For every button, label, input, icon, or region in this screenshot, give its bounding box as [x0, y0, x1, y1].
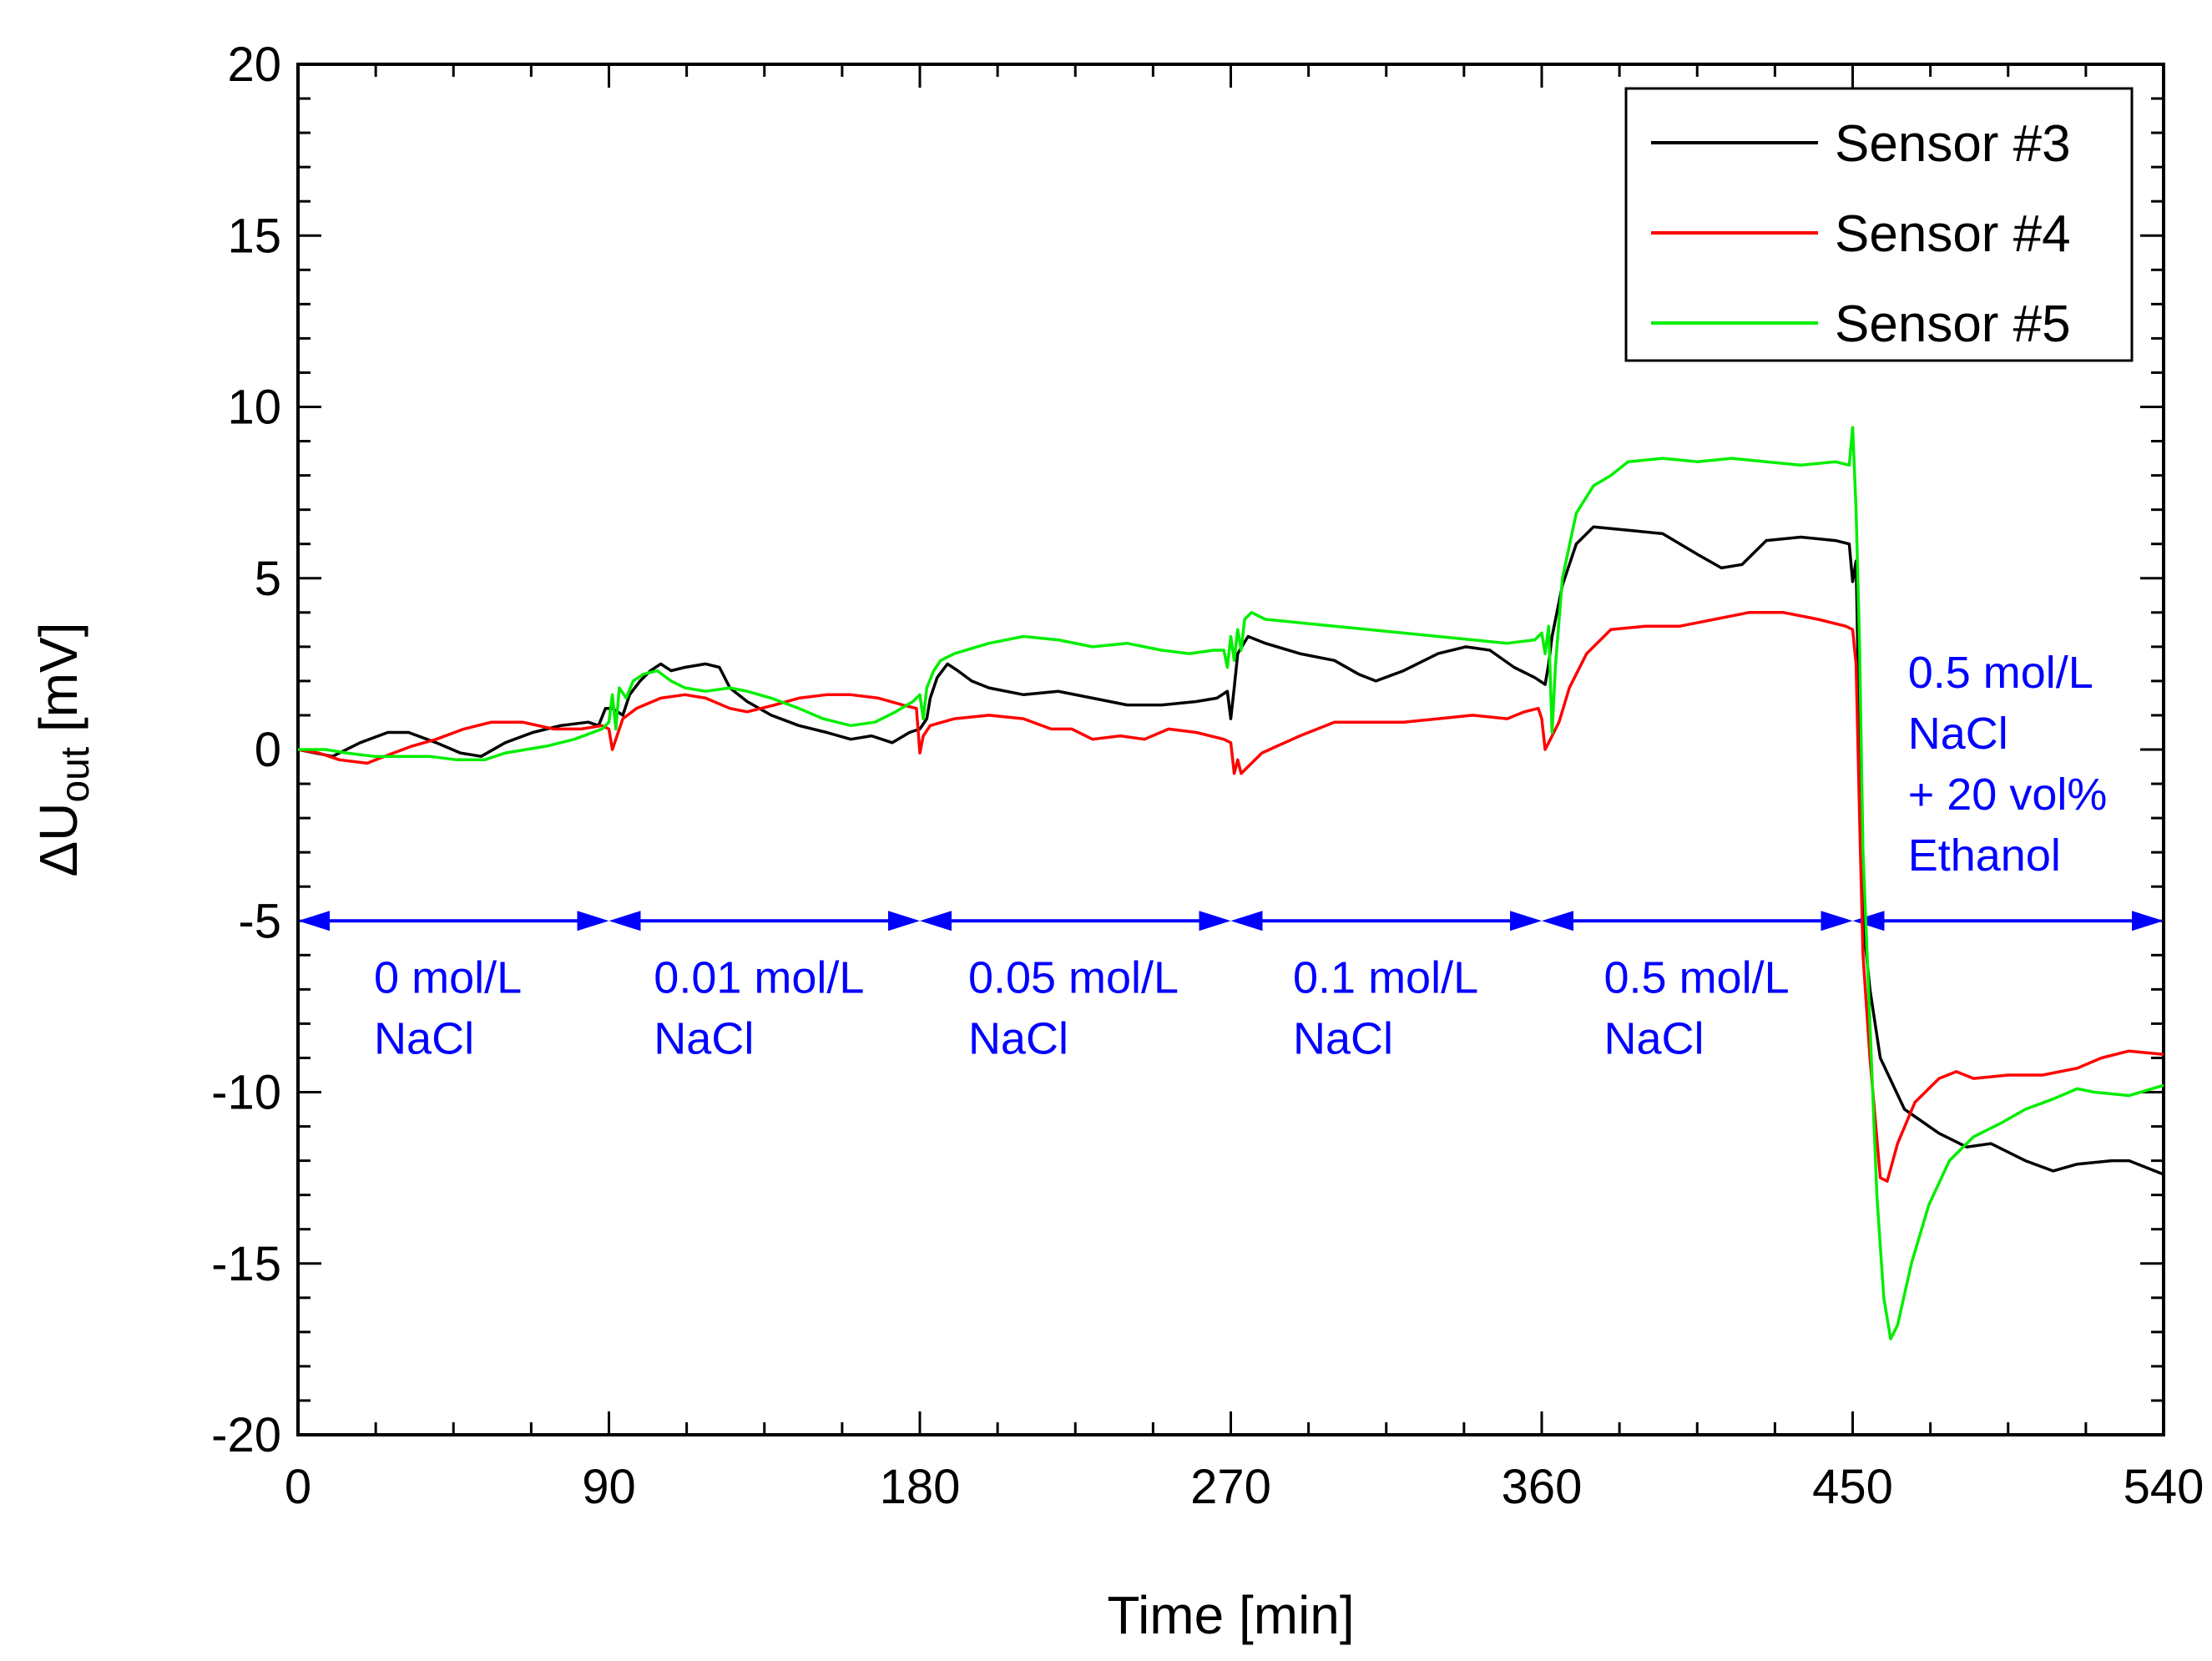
- legend-label: Sensor #3: [1835, 115, 2071, 173]
- y-tick-label: 10: [227, 381, 281, 435]
- span-arrow-head-left: [1852, 911, 1885, 931]
- span-label: NaCl: [654, 1013, 754, 1063]
- x-tick-label: 270: [1190, 1460, 1271, 1514]
- y-axis-title-prefix: ΔU: [28, 803, 88, 877]
- legend-box: [1624, 87, 2134, 362]
- y-tick-label: -10: [211, 1066, 281, 1120]
- span-label: NaCl: [1604, 1013, 1704, 1063]
- tick-labels: 0 90 180 270 360 450 540 20 15 10 5 0 -5 -10 -15 -20: [211, 38, 2204, 1514]
- span-label: NaCl: [1908, 709, 2008, 759]
- series-line: [297, 611, 2164, 1183]
- span-label: + 20 vol%: [1908, 770, 2108, 820]
- x-tick-label: 540: [2124, 1460, 2204, 1514]
- y-tick-label: 20: [227, 38, 281, 92]
- span-arrow-head-right: [1199, 911, 1231, 931]
- span-label: 0.1 mol/L: [1293, 952, 1478, 1002]
- legend: Sensor #3 Sensor #4 Sensor #5: [1624, 87, 2134, 362]
- span-label: 0.5 mol/L: [1604, 952, 1790, 1002]
- y-axis-title-subscript: out: [53, 747, 98, 803]
- x-tick-label: 450: [1812, 1460, 1893, 1514]
- x-tick-label: 0: [285, 1460, 311, 1514]
- span-arrow-head-left: [609, 911, 641, 931]
- y-tick-label: 5: [255, 552, 281, 606]
- y-axis-title: ΔUout [mV]: [28, 622, 98, 876]
- series-line: [298, 426, 2164, 1340]
- legend-label: Sensor #5: [1835, 295, 2071, 353]
- span-arrow-head-right: [888, 911, 920, 931]
- span-label: 0.5 mol/L: [1908, 648, 2093, 698]
- span-label: NaCl: [374, 1013, 474, 1063]
- span-label: Ethanol: [1908, 830, 2061, 881]
- y-tick-label: 0: [255, 723, 281, 777]
- span-arrow-head-right: [1821, 911, 1853, 931]
- x-tick-label: 360: [1502, 1460, 1583, 1514]
- span-arrow-head-left: [1230, 911, 1263, 931]
- series-lines: [297, 426, 2164, 1340]
- y-tick-label: -20: [211, 1408, 281, 1462]
- axis-ticks: [296, 63, 2165, 1436]
- span-arrow-head-right: [577, 911, 609, 931]
- span-label: NaCl: [968, 1013, 1068, 1063]
- span-arrow-head-right: [1510, 911, 1542, 931]
- span-label: NaCl: [1293, 1013, 1393, 1063]
- series-line: [297, 525, 2164, 1176]
- span-arrow-head-left: [1542, 911, 1573, 931]
- x-tick-label: 90: [582, 1460, 636, 1514]
- concentration-spans: 0 mol/L NaCl 0.01 mol/L NaCl 0.05 mol/L NaCl 0…: [298, 648, 2164, 1063]
- y-tick-label: -5: [238, 894, 281, 948]
- x-axis-title: Time [min]: [1107, 1585, 1354, 1645]
- span-arrow-head-right: [2132, 911, 2164, 931]
- x-tick-label: 180: [880, 1460, 961, 1514]
- y-axis-title-suffix: [mV]: [28, 622, 88, 746]
- span-arrow-head-left: [920, 911, 952, 931]
- y-tick-label: 15: [227, 209, 281, 263]
- span-label: 0.05 mol/L: [968, 952, 1179, 1002]
- span-label: 0.01 mol/L: [654, 952, 864, 1002]
- span-label: 0 mol/L: [374, 952, 522, 1002]
- y-tick-label: -15: [211, 1237, 281, 1291]
- legend-label: Sensor #4: [1835, 205, 2071, 263]
- span-arrow-head-left: [298, 911, 330, 931]
